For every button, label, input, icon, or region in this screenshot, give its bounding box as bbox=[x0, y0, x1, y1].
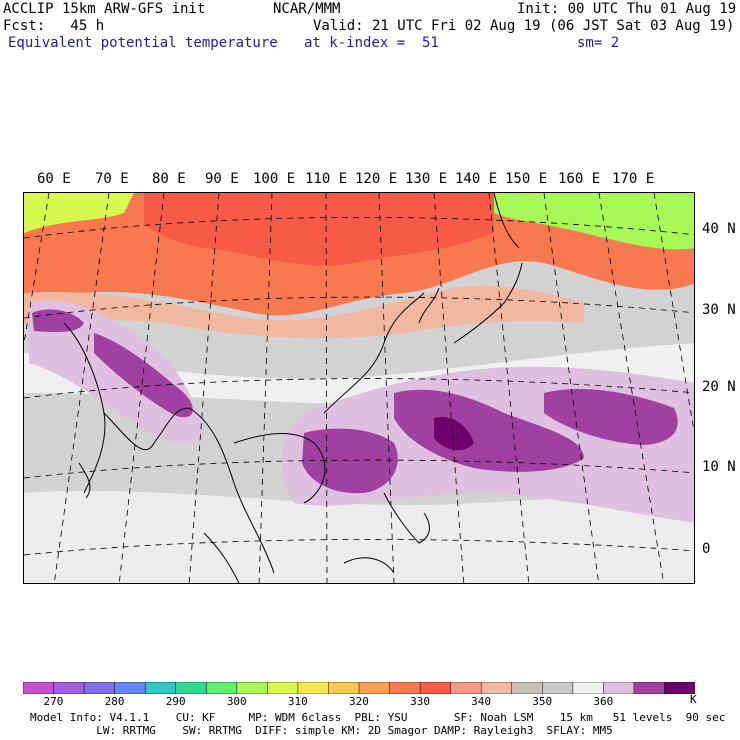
colorbar-swatch bbox=[633, 682, 666, 694]
longitude-label: 80 E bbox=[152, 171, 186, 187]
latitude-label: 40 N bbox=[702, 221, 736, 237]
colorbar-swatch bbox=[450, 682, 482, 694]
init-time: Init: 00 UTC Thu 01 Aug 19 bbox=[517, 1, 737, 17]
colorbar-tick-label: 300 bbox=[226, 695, 247, 708]
colorbar-swatch bbox=[511, 682, 544, 694]
colorbar-tick-label: 340 bbox=[471, 695, 492, 708]
footer-line-1: Model Info: V4.1.1 CU: KF MP: WDM 6class… bbox=[30, 711, 726, 724]
field-patch-northeast-green bbox=[494, 193, 694, 250]
colorbar-swatch bbox=[419, 682, 452, 694]
colorbar-swatch bbox=[480, 682, 513, 694]
colorbar-swatch bbox=[358, 682, 391, 694]
colorbar-swatch bbox=[297, 682, 330, 694]
longitude-label: 100 E bbox=[253, 171, 296, 187]
colorbar-swatch bbox=[53, 682, 85, 694]
colorbar-swatch bbox=[23, 682, 55, 694]
colorbar-swatch bbox=[328, 682, 360, 694]
colorbar-unit: K bbox=[690, 693, 697, 706]
map-canvas bbox=[24, 193, 694, 583]
field-region-south-china-sea-purple bbox=[302, 428, 398, 494]
map-panel bbox=[23, 192, 695, 584]
model-title: ACCLIP 15km ARW-GFS init bbox=[3, 1, 206, 17]
colorbar-swatch bbox=[144, 682, 177, 694]
colorbar-tick-label: 330 bbox=[410, 695, 430, 708]
colorbar-tick-label: 350 bbox=[532, 695, 553, 708]
field-name: Equivalent potential temperature bbox=[8, 35, 278, 51]
colorbar-swatch bbox=[206, 682, 238, 694]
latitude-label: 30 N bbox=[702, 302, 736, 318]
colorbar-tick-label: 280 bbox=[104, 695, 125, 708]
colorbar-swatch bbox=[389, 682, 421, 694]
colorbar-swatch bbox=[267, 682, 299, 694]
valid-time: Valid: 21 UTC Fri 02 Aug 19 (06 JST Sat … bbox=[313, 18, 735, 34]
colorbar bbox=[23, 682, 695, 694]
colorbar-tick-label: 360 bbox=[593, 695, 614, 708]
longitude-label: 150 E bbox=[505, 171, 548, 187]
longitude-label: 160 E bbox=[558, 171, 601, 187]
field-region-arabian-sea-purple bbox=[32, 309, 84, 333]
longitude-label: 60 E bbox=[37, 171, 71, 187]
longitude-label: 110 E bbox=[305, 171, 348, 187]
colorbar-swatch bbox=[664, 682, 695, 694]
longitude-label: 130 E bbox=[405, 171, 448, 187]
colorbar-tick-label: 290 bbox=[165, 695, 186, 708]
smoothing-label: sm= 2 bbox=[577, 35, 620, 51]
latitude-label: 0 bbox=[702, 541, 711, 557]
colorbar-swatch bbox=[175, 682, 208, 694]
field-region-western-pacific-purple bbox=[544, 388, 678, 445]
colorbar-swatch bbox=[83, 682, 116, 694]
longitude-label: 90 E bbox=[205, 171, 239, 187]
colorbar-swatch bbox=[572, 682, 605, 694]
longitude-label: 120 E bbox=[355, 171, 398, 187]
latitude-label: 20 N bbox=[702, 379, 736, 395]
colorbar-tick-label: 270 bbox=[43, 695, 64, 708]
field-patch-northwest-yellow bbox=[24, 193, 134, 233]
colorbar-swatch bbox=[114, 682, 146, 694]
longitude-label: 140 E bbox=[455, 171, 498, 187]
field-region-philippine-sea-purple bbox=[394, 389, 584, 472]
field-region-bay-of-bengal-purple bbox=[94, 333, 193, 418]
forecast-hour: Fcst: 45 h bbox=[3, 18, 105, 34]
longitude-label: 170 E bbox=[612, 171, 655, 187]
longitude-label: 70 E bbox=[95, 171, 129, 187]
colorbar-swatch bbox=[603, 682, 635, 694]
colorbar-swatch bbox=[542, 682, 574, 694]
colorbar-tick-label: 310 bbox=[287, 695, 308, 708]
graticule bbox=[24, 193, 694, 583]
field-core-deep-purple bbox=[434, 417, 474, 451]
latitude-label: 10 N bbox=[702, 459, 736, 475]
footer-line-2: LW: RRTMG SW: RRTMG DIFF: simple KM: 2D … bbox=[30, 724, 613, 737]
colorbar-tick-label: 320 bbox=[349, 695, 369, 708]
level-label: at k-index = 51 bbox=[304, 35, 439, 51]
field-band-north-red bbox=[144, 193, 494, 266]
colorbar-swatch bbox=[236, 682, 269, 694]
coastlines bbox=[63, 193, 523, 583]
center-label: NCAR/MMM bbox=[273, 1, 341, 17]
